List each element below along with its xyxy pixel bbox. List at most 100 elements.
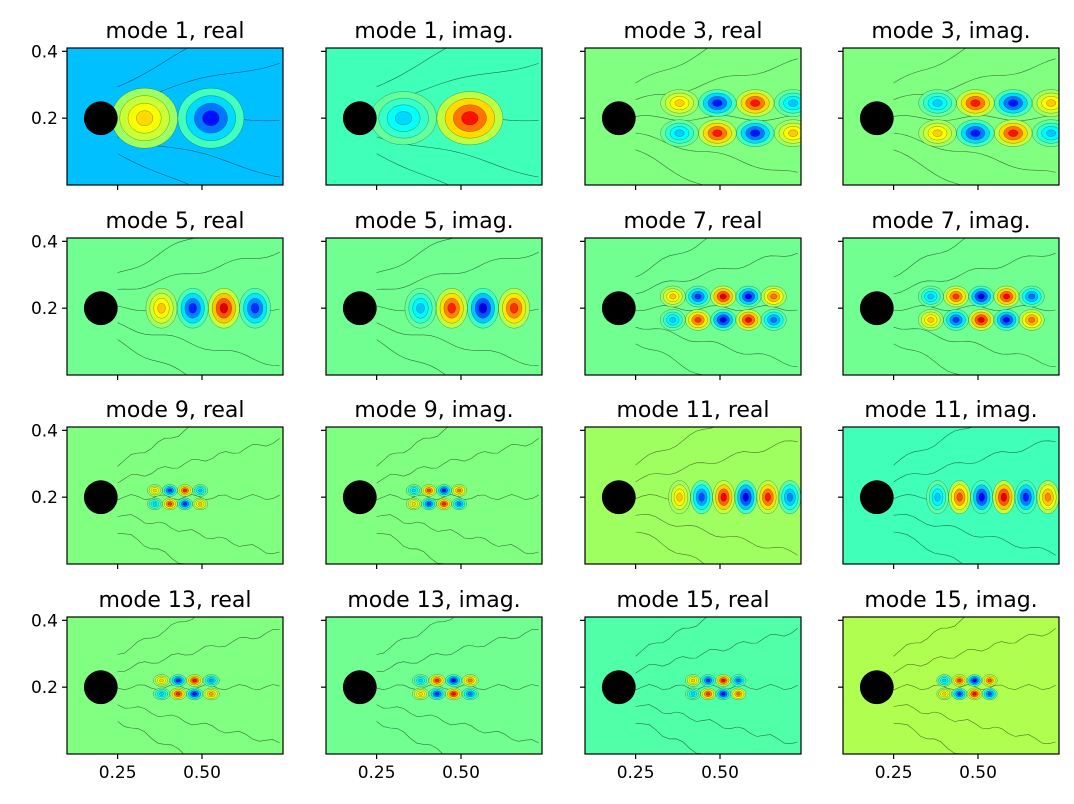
axes-frame	[842, 237, 1060, 376]
positive-vortex	[987, 678, 992, 683]
mode-field	[326, 427, 542, 564]
contour-line	[376, 427, 449, 467]
negative-vortex	[411, 488, 416, 493]
positive-vortex	[1028, 317, 1036, 323]
negative-vortex	[952, 317, 960, 323]
contour-line	[893, 48, 967, 84]
mode-panel: mode 11, real	[580, 398, 802, 569]
axes-frame	[325, 237, 543, 376]
positive-vortex	[788, 129, 799, 137]
contour-line	[117, 427, 190, 467]
axes-frame	[66, 426, 284, 565]
contour-line	[893, 343, 964, 375]
contour-line	[893, 238, 966, 278]
axes-frame	[325, 616, 543, 755]
positive-vortex	[451, 692, 456, 696]
contour-line	[376, 494, 539, 501]
negative-vortex	[175, 678, 181, 683]
cylinder	[83, 291, 118, 326]
contour-line	[376, 251, 539, 290]
x-tick-label: 0.50	[701, 763, 739, 783]
negative-vortex	[972, 678, 977, 683]
positive-vortex	[970, 99, 981, 107]
mode-field	[326, 48, 542, 185]
positive-vortex	[927, 317, 935, 323]
contour-line	[376, 438, 539, 484]
contour-line	[635, 704, 798, 745]
negative-vortex	[1028, 293, 1036, 300]
mode-field	[843, 427, 1059, 564]
cylinder	[859, 670, 894, 705]
negative-vortex	[1008, 99, 1019, 107]
negative-vortex	[1003, 317, 1010, 323]
cylinder	[859, 291, 894, 326]
contour-line	[635, 326, 798, 368]
x-tick-label: 0.25	[99, 763, 137, 783]
negative-vortex	[978, 492, 985, 502]
panel-grid: mode 1, real 0.4 0.2 mode 1, imag. mode 3, r…	[31, 19, 1060, 783]
mode-field	[67, 48, 283, 185]
positive-vortex	[447, 302, 456, 314]
cylinder	[83, 670, 118, 705]
contour-line	[376, 721, 444, 754]
panel-title: mode 11, imag.	[864, 398, 1037, 423]
negative-vortex	[451, 678, 456, 683]
panel-title: mode 11, real	[616, 398, 769, 423]
contour-line	[376, 629, 539, 672]
positive-vortex	[956, 492, 963, 502]
negative-vortex	[1046, 129, 1057, 137]
contour-line	[376, 322, 539, 367]
negative-vortex	[694, 293, 702, 300]
negative-vortex	[742, 492, 749, 502]
positive-vortex	[441, 502, 447, 506]
positive-vortex	[972, 692, 977, 696]
contour-line	[635, 722, 707, 754]
mode-panel: mode 1, imag.	[321, 19, 543, 190]
panel-title: mode 15, real	[616, 588, 769, 613]
mode-field	[326, 617, 542, 754]
mode-panel: mode 13, real 0.4 0.2 0.25 0.50	[31, 588, 284, 783]
positive-vortex	[674, 99, 685, 107]
negative-vortex	[202, 110, 220, 126]
contour-line	[117, 339, 188, 375]
x-tick-label: 0.25	[617, 763, 655, 783]
negative-vortex	[192, 692, 197, 696]
contour-line	[117, 684, 280, 691]
panel-title: mode 3, imag.	[871, 19, 1030, 44]
contour-line	[635, 343, 706, 375]
contour-line	[635, 427, 716, 466]
negative-vortex	[750, 129, 761, 137]
negative-vortex	[418, 678, 423, 683]
negative-vortex	[712, 99, 723, 107]
positive-vortex	[957, 678, 962, 683]
mode-panel: mode 7, real	[580, 209, 802, 380]
panel-title: mode 1, imag.	[354, 19, 513, 44]
positive-vortex	[750, 99, 761, 107]
positive-vortex	[157, 302, 166, 314]
mode-panel: mode 5, imag.	[321, 209, 543, 380]
contour-line	[893, 514, 1056, 556]
positive-vortex	[136, 110, 154, 126]
mode-panel: mode 9, imag.	[321, 398, 543, 569]
negative-vortex	[788, 99, 799, 107]
negative-vortex	[927, 293, 935, 300]
positive-vortex	[219, 302, 229, 314]
positive-vortex	[720, 492, 727, 502]
axes-frame	[66, 616, 284, 755]
negative-vortex	[167, 488, 173, 493]
positive-vortex	[770, 293, 778, 300]
mode-field	[843, 617, 1059, 754]
positive-vortex	[167, 502, 173, 506]
contour-line	[117, 629, 280, 672]
positive-vortex	[175, 692, 181, 696]
contour-line	[376, 48, 447, 88]
positive-vortex	[719, 293, 727, 300]
panel-title: mode 1, real	[105, 19, 244, 44]
contour-line	[635, 132, 798, 173]
mode-panel: mode 3, imag.	[838, 19, 1060, 190]
contour-line	[893, 531, 963, 564]
negative-vortex	[188, 302, 197, 314]
positive-vortex	[721, 678, 726, 683]
contour-line	[635, 617, 708, 657]
